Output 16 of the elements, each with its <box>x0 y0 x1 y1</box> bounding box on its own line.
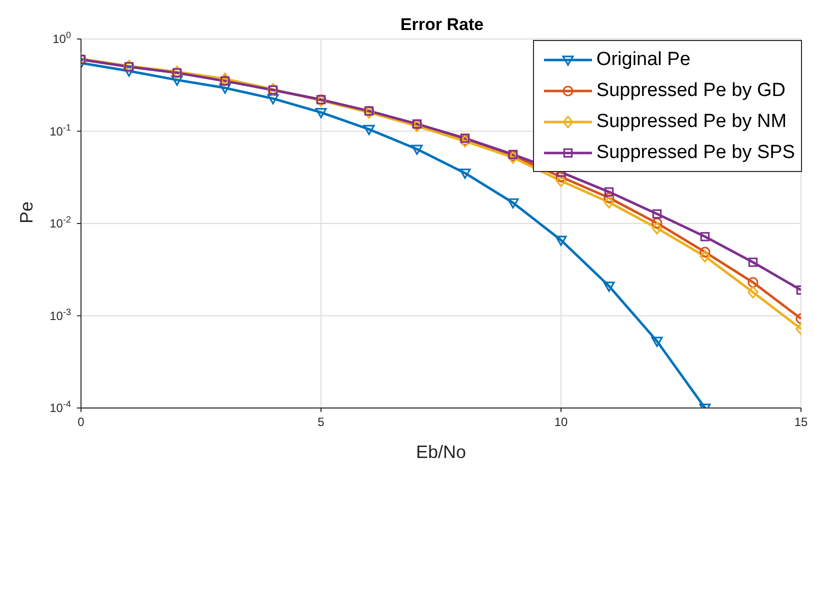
legend-label: Suppressed Pe by NM <box>596 110 787 134</box>
y-tick-label: 10$^{-4}$ <box>50 399 71 415</box>
x-tick-label: 5 <box>318 415 325 429</box>
y-tick-label: 10$^{-1}$ <box>50 122 71 138</box>
legend-label: Original Pe <box>596 48 690 72</box>
x-tick-label: 0 <box>78 415 85 429</box>
y-tick-label: 10$^{-2}$ <box>50 214 71 230</box>
y-tick-label: 10$^{0}$ <box>52 30 71 46</box>
chart-title: Error Rate <box>400 15 484 34</box>
x-tick-label: 15 <box>794 415 808 429</box>
y-tick-label: 10$^{-3}$ <box>50 306 71 323</box>
legend-label: Suppressed Pe by SPS <box>596 141 795 165</box>
legend-label: Suppressed Pe by GD <box>596 79 786 103</box>
x-tick-label: 10 <box>554 415 568 429</box>
x-axis-title: Eb/No <box>416 442 466 462</box>
y-axis-title: Pe <box>16 201 36 224</box>
